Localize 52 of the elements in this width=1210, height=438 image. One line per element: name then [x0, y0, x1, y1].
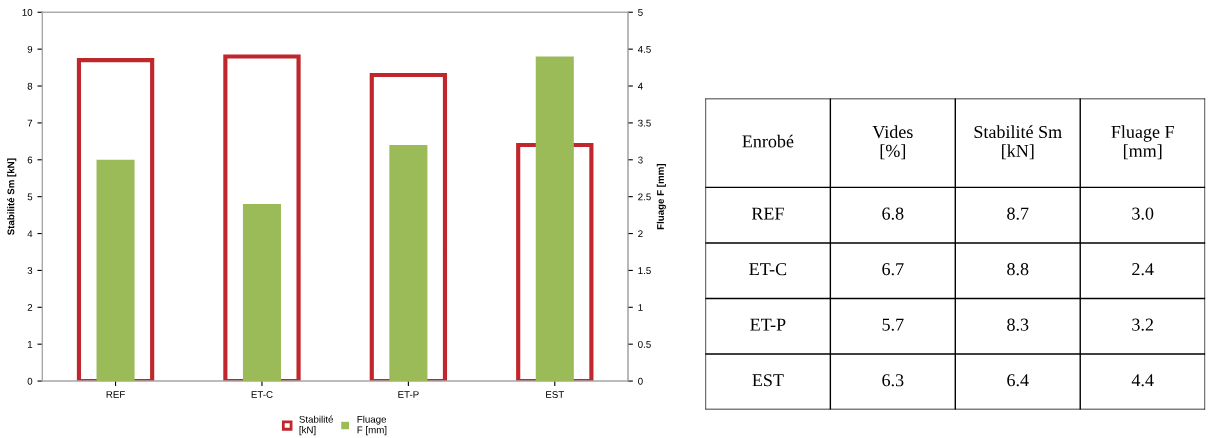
data-label: 5.7 — [882, 318, 904, 331]
legend-label: Stabilité [kN] — [299, 415, 334, 436]
y2-tick-label: 0 — [638, 377, 643, 385]
y2-tick-label: 2 — [638, 230, 643, 238]
data-label: 8.3 — [1007, 318, 1029, 331]
x-tick-label: ET-P — [398, 391, 419, 398]
data-label: 4.4 — [1131, 374, 1154, 387]
data-label: 6.7 — [882, 263, 904, 276]
y-tick-label: 3 — [27, 267, 33, 275]
y-tick-label: 1 — [27, 341, 33, 348]
y2-axis-title: Fluage F [mm] — [656, 163, 666, 230]
x-tick-label: REF — [106, 391, 125, 398]
bar — [242, 204, 281, 382]
y2-tick-label: 0.5 — [638, 340, 651, 348]
legend-label: Fluage F [mm] — [357, 415, 387, 436]
data-label: 2.4 — [1132, 263, 1154, 276]
y-tick-label: 9 — [27, 45, 33, 53]
y-tick-label: 10 — [22, 9, 33, 16]
y2-tick-label: 3.5 — [638, 119, 651, 127]
data-label: 3.2 — [1132, 318, 1153, 331]
y-tick-label: 4 — [27, 230, 33, 238]
y-tick-label: 0 — [27, 377, 33, 385]
category-label: ET-C — [749, 263, 787, 276]
y2-tick-label: 4 — [637, 82, 643, 90]
category-label: ET-P — [750, 318, 786, 331]
y2-tick-label: 3 — [638, 156, 643, 164]
y-axis-title: Stabilité Sm [kN] — [7, 158, 17, 236]
text: Fluage F [mm] — [1111, 125, 1174, 160]
y2-tick-label: 5 — [638, 9, 643, 16]
x-tick-label: EST — [546, 391, 565, 398]
bar — [96, 159, 135, 382]
y2-tick-label: 1.5 — [638, 267, 651, 275]
category-label: REF — [751, 207, 784, 220]
data-label: 8.7 — [1007, 207, 1029, 220]
x-tick-label: ET-C — [251, 391, 273, 398]
y-tick-label: 2 — [27, 304, 33, 311]
category-label: EST — [752, 374, 784, 387]
text: Enrobé — [742, 134, 794, 148]
y2-tick-label: 1 — [638, 304, 643, 311]
data-label: 6.8 — [882, 207, 904, 220]
y-tick-label: 8 — [27, 82, 33, 90]
data-label: 6.4 — [1007, 374, 1029, 387]
y2-tick-label: 2.5 — [638, 193, 651, 201]
y-tick-label: 5 — [27, 193, 33, 201]
y-tick-label: 7 — [27, 119, 33, 127]
text: Stabilité Sm [kN] — [974, 125, 1062, 160]
data-label: 3.0 — [1132, 207, 1154, 220]
text: Vides [%] — [872, 125, 913, 160]
data-label: 6.3 — [882, 374, 904, 387]
data-label: 8.8 — [1007, 263, 1029, 276]
y2-tick-label: 4.5 — [637, 45, 651, 53]
y-tick-label: 6 — [27, 156, 33, 164]
